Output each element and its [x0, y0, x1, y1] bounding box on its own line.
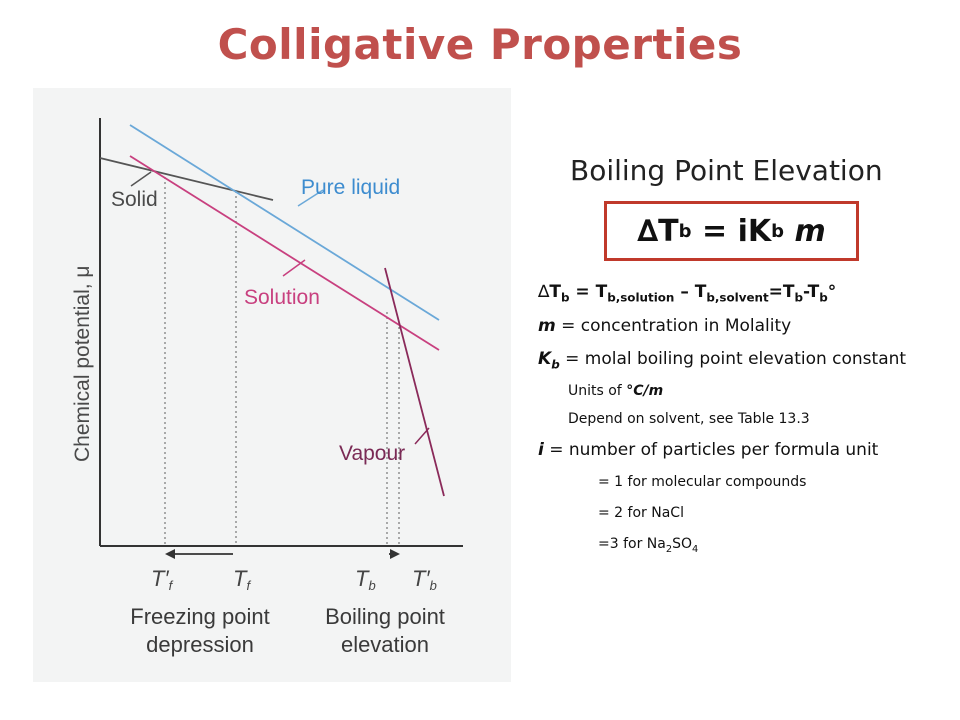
molality-definition: m = concentration in Molality: [538, 316, 792, 336]
label-vapour: Vapour: [339, 442, 405, 465]
delta-tb-definition: ∆Tb = Tb,solution – Tb,solvent=Tb-Tb°: [538, 282, 837, 305]
depend-line: Depend on solvent, see Table 13.3: [568, 411, 810, 427]
kb-definition: Kb = molal boiling point elevation const…: [538, 349, 907, 372]
solution-leader: [282, 259, 306, 277]
vapour-line: [384, 267, 445, 497]
i-na2so4: =3 for Na2SO4: [598, 536, 699, 555]
tick-tb-prime: T′b: [412, 566, 437, 593]
fpd-caption-2: depression: [146, 632, 254, 657]
section-subtitle: Boiling Point Elevation: [570, 154, 883, 187]
units-line: Units of °C/m: [568, 383, 664, 399]
tick-tb: Tb: [355, 566, 376, 593]
tick-tf: Tf: [233, 566, 251, 593]
formula-b-sub: b: [678, 220, 692, 242]
solution-line: [129, 155, 440, 351]
label-solid: Solid: [111, 188, 158, 211]
fpd-arrowhead: [165, 549, 175, 559]
vapour-leader: [414, 427, 430, 445]
fpd-caption-1: Freezing point: [130, 604, 269, 629]
pure-liquid-line: [129, 124, 440, 321]
formula-m: m: [794, 213, 826, 249]
pure-liquid-leader: [297, 189, 324, 207]
label-solution: Solution: [244, 286, 320, 309]
solid-line: [99, 157, 274, 201]
tick-tf-prime: T′f: [151, 566, 174, 593]
bpe-caption-2: elevation: [341, 632, 429, 657]
diagram-svg: Solid Pure liquid Solution Vapour Chemic…: [71, 118, 463, 657]
formula-equals-ik: = iK: [701, 213, 772, 249]
i-molecular: = 1 for molecular compounds: [598, 474, 807, 490]
slide-title: Colligative Properties: [217, 20, 743, 69]
label-pure-liquid: Pure liquid: [301, 176, 400, 199]
solid-leader: [130, 171, 152, 187]
i-nacl: = 2 for NaCl: [598, 505, 684, 521]
formula-t: T: [658, 213, 679, 249]
formula-delta: ∆: [637, 213, 659, 249]
bpe-arrowhead: [390, 549, 400, 559]
bpe-caption-1: Boiling point: [325, 604, 445, 629]
chemical-potential-diagram: Solid Pure liquid Solution Vapour Chemic…: [33, 88, 511, 682]
y-axis-label: Chemical potential, μ: [71, 265, 94, 462]
i-definition: i = number of particles per formula unit: [538, 440, 879, 460]
formula-kb-sub: b: [771, 220, 784, 242]
